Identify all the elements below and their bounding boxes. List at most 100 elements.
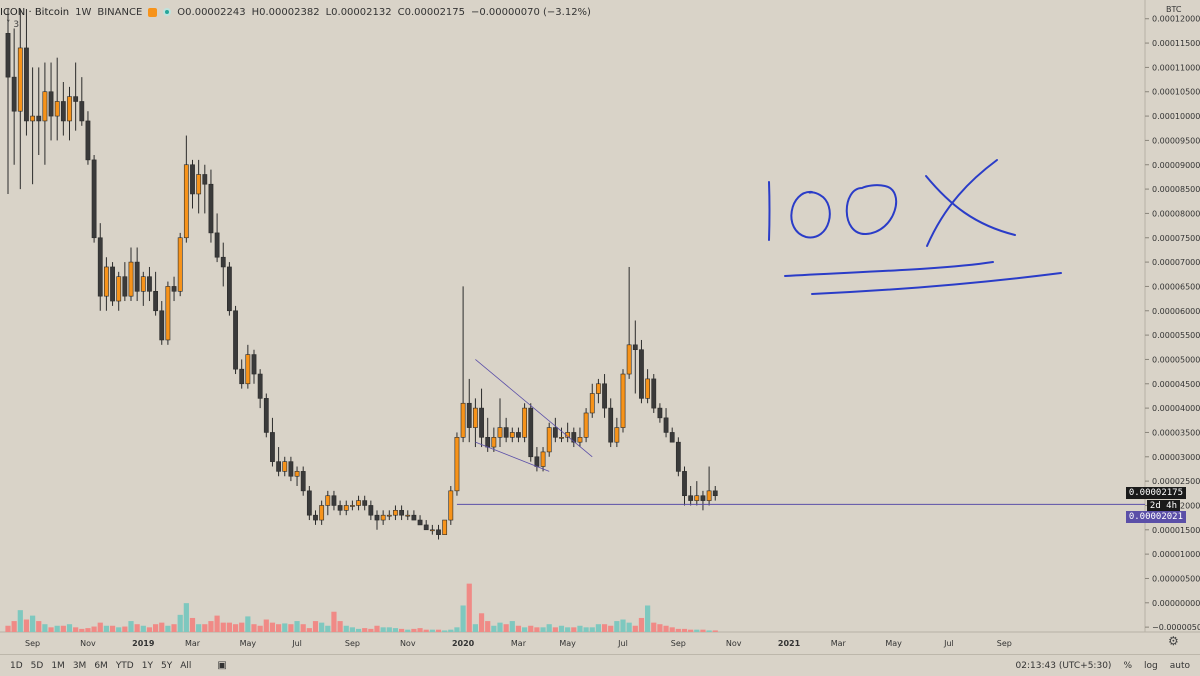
candle-body: [306, 490, 312, 516]
ink-stroke-0a: [790, 190, 831, 239]
range-5d[interactable]: 5D: [30, 660, 44, 671]
volume-bar: [91, 626, 97, 632]
volume-bar: [226, 622, 232, 632]
interval-label[interactable]: 1W: [75, 6, 92, 18]
candle-body: [67, 96, 72, 122]
candle-body: [657, 407, 663, 419]
candle-body: [153, 290, 158, 312]
ink-stroke-x1: [925, 175, 1016, 236]
range-1y[interactable]: 1Y: [141, 660, 153, 671]
goto-date-calendar-icon[interactable]: ▣: [217, 660, 227, 671]
candle-body: [669, 432, 675, 443]
candle-body: [694, 495, 700, 501]
volume-bar: [405, 629, 411, 632]
log-toggle[interactable]: log: [1144, 660, 1158, 671]
x-tick-label: May: [885, 639, 902, 648]
candle-body: [17, 47, 23, 112]
symbol-name[interactable]: ICON · Bitcoin: [0, 6, 70, 18]
volume-bar: [374, 625, 380, 632]
candle-body: [239, 368, 245, 385]
y-tick-label: 0.00010000: [1152, 112, 1200, 121]
volume-bar: [54, 625, 60, 632]
collapse-indicators-button[interactable]: ˅ 3: [6, 20, 20, 30]
y-tick-label: 0.00009500: [1152, 136, 1200, 145]
range-1d[interactable]: 1D: [10, 660, 23, 671]
range-6m[interactable]: 6M: [94, 660, 108, 671]
handwritten-100x-annotation: [768, 159, 1062, 295]
candle-body: [632, 344, 638, 351]
candle-body: [682, 471, 687, 497]
volume-bar: [534, 627, 540, 632]
volume-bar: [79, 628, 85, 632]
candle-body: [147, 276, 152, 292]
candle-body: [159, 310, 165, 341]
volume-bar: [159, 622, 165, 632]
candle-body: [411, 514, 417, 521]
volume-bar: [208, 621, 214, 632]
candle-body: [128, 261, 134, 297]
percent-toggle[interactable]: %: [1123, 660, 1132, 671]
candle-body: [614, 427, 620, 443]
volume-bar: [663, 625, 669, 632]
range-all[interactable]: All: [180, 660, 192, 671]
candle-body: [73, 96, 79, 102]
candle-body: [263, 398, 269, 433]
candle-body: [251, 354, 257, 375]
volume-bar: [325, 625, 331, 632]
volume-bar: [66, 624, 73, 632]
y-tick-label: 0.00007000: [1152, 258, 1200, 267]
volume-bar: [171, 624, 177, 632]
volume-bar: [466, 583, 472, 632]
x-tick-label: Mar: [185, 639, 201, 648]
y-tick-label: 0.00010500: [1152, 88, 1200, 97]
candle-body: [589, 393, 595, 414]
candle-body: [368, 505, 374, 516]
x-tick-label: Nov: [726, 639, 742, 648]
candle-body: [620, 373, 626, 428]
range-5y[interactable]: 5Y: [160, 660, 173, 671]
volume-bar: [337, 621, 343, 632]
candle-body: [639, 349, 644, 399]
volume-bar: [251, 624, 257, 632]
y-tick-label: −0.00000500: [1152, 623, 1200, 632]
range-3m[interactable]: 3M: [72, 660, 87, 671]
volume-bar: [202, 624, 208, 632]
volume-bar: [134, 624, 140, 632]
volume-bar: [454, 627, 460, 632]
volume-bar: [706, 630, 712, 632]
candle-body: [522, 407, 527, 438]
candle-body: [208, 183, 214, 234]
bar-countdown: 2d 4h: [1146, 500, 1180, 512]
y-tick-label: 0.00008500: [1152, 185, 1200, 194]
candle-body: [559, 437, 564, 439]
candle-body: [171, 286, 177, 292]
volume-bar: [688, 629, 694, 632]
candle-body: [91, 159, 97, 239]
volume-bar: [583, 627, 589, 632]
clock-label[interactable]: 02:13:43 (UTC+5:30): [1015, 660, 1112, 671]
candle-body: [245, 354, 251, 385]
range-ytd[interactable]: YTD: [115, 660, 134, 671]
candle-body: [503, 427, 509, 438]
volume-bar: [478, 613, 485, 632]
ink-underline-1: [784, 261, 994, 277]
volume-bar: [675, 628, 681, 632]
candle-body: [122, 276, 128, 297]
candle-body: [331, 495, 337, 506]
x-tick-label: Mar: [831, 639, 847, 648]
candle-body: [626, 344, 632, 375]
chart-settings-gear-icon[interactable]: ⚙: [1168, 634, 1179, 648]
x-tick-label: Nov: [400, 639, 416, 648]
volume-bar: [165, 625, 171, 632]
volume-bar: [565, 627, 571, 632]
candle-body: [479, 407, 484, 438]
auto-toggle[interactable]: auto: [1169, 660, 1190, 671]
candle-body: [54, 101, 60, 117]
candle-body: [48, 91, 54, 117]
range-1m[interactable]: 1M: [51, 660, 65, 671]
candle-body: [688, 495, 694, 501]
candle-body: [540, 451, 546, 467]
candle-body: [386, 514, 392, 517]
volume-bar: [700, 629, 706, 632]
